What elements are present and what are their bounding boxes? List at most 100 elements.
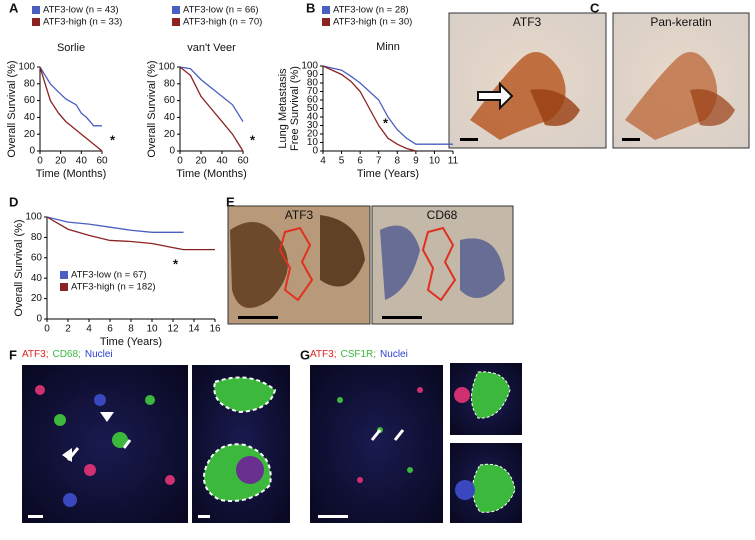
annotation: * (110, 132, 116, 147)
y-tick-label: 80 (307, 78, 319, 89)
panel-label: E (226, 194, 235, 209)
x-axis-label: Time (Months) (36, 168, 107, 180)
legend-swatch (60, 271, 68, 279)
y-tick-label: 80 (24, 78, 36, 89)
survival-curve (39, 66, 103, 152)
y-tick-label: 100 (158, 62, 175, 73)
x-axis-label: Time (Years) (100, 336, 162, 348)
y-tick-label: 70 (307, 86, 319, 97)
annotation: * (173, 256, 179, 271)
annotation: * (383, 115, 389, 130)
x-tick-label: 14 (188, 324, 200, 335)
x-tick-label: 60 (96, 156, 108, 167)
y-tick-label: 60 (164, 95, 176, 106)
panel-label: C (590, 0, 600, 15)
stain-label: ATF3; (22, 349, 48, 360)
image-label: Pan-keratin (650, 15, 711, 29)
y-axis-label: Overall Survival (%) (13, 219, 25, 316)
x-tick-label: 20 (55, 156, 67, 167)
survival-curve (179, 66, 244, 152)
y-tick-label: 30 (307, 120, 319, 131)
y-tick-label: 50 (307, 103, 319, 114)
x-tick-label: 11 (448, 156, 459, 167)
x-axis-label: Time (Years) (357, 168, 419, 180)
y-tick-label: 60 (31, 252, 43, 263)
y-tick-label: 20 (307, 129, 319, 140)
x-tick-label: 8 (128, 324, 134, 335)
y-tick-label: 0 (169, 146, 175, 157)
x-tick-label: 5 (339, 156, 345, 167)
y-tick-label: 90 (307, 69, 319, 80)
y-tick-label: 80 (31, 232, 43, 243)
stain-legend: ATF3; CSF1R; Nuclei (310, 349, 408, 360)
legend-label: ATF3-low (n = 43) (43, 5, 119, 16)
y-tick-label: 80 (164, 78, 176, 89)
y-axis-label: Overall Survival (%) (6, 60, 18, 157)
image-label: CD68 (427, 208, 458, 222)
panel-label: A (9, 0, 19, 15)
stain-legend: ATF3; CD68; Nuclei (22, 349, 113, 360)
y-axis-label: Lung Metastasis (277, 68, 289, 149)
x-tick-label: 4 (320, 156, 326, 167)
chart-title: van't Veer (187, 42, 236, 54)
y-tick-label: 10 (307, 137, 319, 148)
y-axis-label: Free Survival (%) (289, 66, 301, 151)
stain-label: CD68; (52, 349, 80, 360)
chart: 0 20 40 60 80 100 0 20 40 60 van't Veer Time (Month… (146, 5, 262, 180)
x-axis-label: Time (Months) (176, 168, 247, 180)
panel-label: F (9, 347, 17, 362)
x-tick-label: 40 (216, 156, 228, 167)
y-tick-label: 20 (164, 129, 176, 140)
survival-curve (46, 216, 184, 233)
legend-swatch (32, 18, 40, 26)
legend-label: ATF3-high (n = 70) (183, 17, 262, 28)
survival-curve (322, 65, 417, 152)
legend-swatch (60, 283, 68, 291)
panel-label: D (9, 194, 18, 209)
survival-curve (39, 66, 102, 127)
panel-label: B (306, 0, 315, 15)
x-tick-label: 20 (195, 156, 207, 167)
x-tick-label: 0 (37, 156, 43, 167)
micrograph-c: ATF3 Pan-keratin (448, 12, 750, 149)
x-tick-label: 12 (167, 324, 179, 335)
survival-curve (322, 65, 453, 145)
legend-label: ATF3-low (n = 28) (333, 5, 409, 16)
y-axis-label: Overall Survival (%) (146, 60, 158, 157)
panel-label: G (300, 347, 310, 362)
y-tick-label: 40 (31, 273, 43, 284)
micrograph-e: ATF3 CD68 (227, 205, 514, 325)
x-tick-label: 8 (395, 156, 401, 167)
x-tick-label: 40 (76, 156, 88, 167)
y-tick-label: 0 (29, 146, 35, 157)
x-tick-label: 2 (65, 324, 71, 335)
chart-title: Sorlie (57, 42, 85, 54)
x-tick-label: 0 (177, 156, 183, 167)
y-tick-label: 20 (24, 129, 36, 140)
y-tick-label: 60 (24, 95, 36, 106)
y-tick-label: 40 (24, 112, 36, 123)
legend-label: ATF3-high (n = 30) (333, 17, 412, 28)
micrograph-f: ATF3; CD68; Nuclei (22, 349, 290, 523)
x-tick-label: 9 (413, 156, 419, 167)
x-tick-label: 16 (209, 324, 221, 335)
stain-label: Nuclei (85, 349, 113, 360)
survival-curve (179, 66, 244, 122)
micrograph-g: ATF3; CSF1R; Nuclei (310, 349, 522, 523)
x-tick-label: 60 (237, 156, 249, 167)
legend-swatch (172, 18, 180, 26)
x-tick-label: 6 (357, 156, 363, 167)
image-label: ATF3 (513, 15, 542, 29)
stain-label: CSF1R; (340, 349, 376, 360)
chart-title: Minn (376, 41, 400, 53)
y-tick-label: 40 (307, 112, 319, 123)
x-tick-label: 7 (376, 156, 382, 167)
chart: 0 20 40 60 80 100 0 2 4 6 8 10 12 14 16 Time (Years) Ove… (13, 212, 221, 348)
legend-swatch (32, 6, 40, 14)
x-tick-label: 10 (429, 156, 441, 167)
legend-label: ATF3-low (n = 67) (71, 270, 147, 281)
y-tick-label: 40 (164, 112, 176, 123)
legend-swatch (322, 6, 330, 14)
